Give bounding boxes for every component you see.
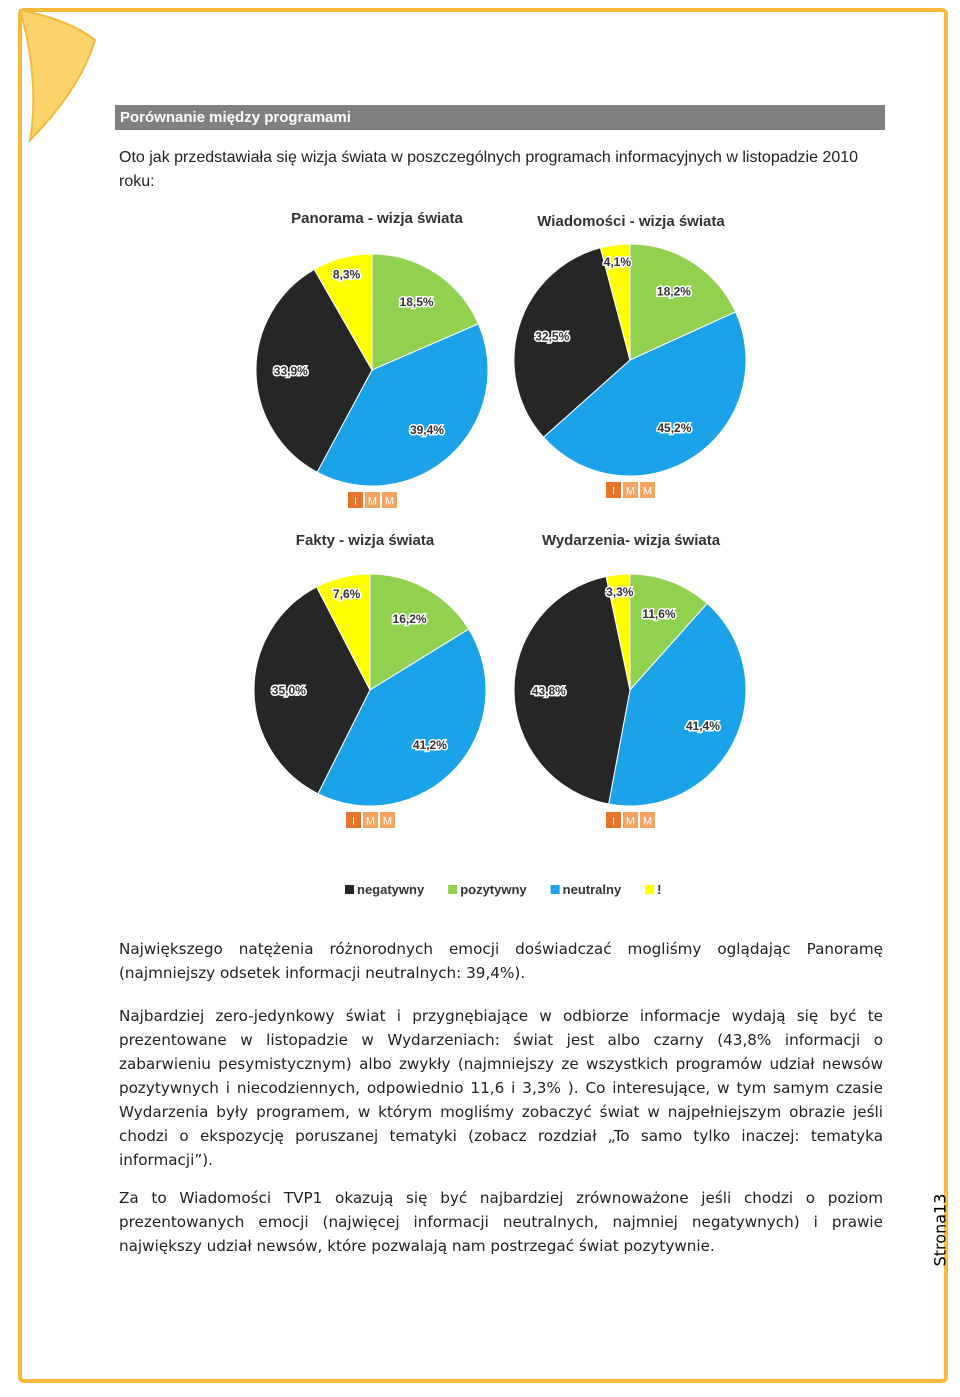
pie-slice	[599, 243, 631, 361]
legend-label: negatywny	[357, 882, 425, 897]
intro: Oto jak przedstawiała się wizja świata w…	[119, 149, 859, 190]
value-label: 8,3%	[333, 268, 361, 282]
value-label: 41,2%	[413, 738, 447, 752]
logo-box	[623, 812, 638, 828]
value-label: 3,3%	[606, 585, 634, 599]
pie-slice	[513, 247, 631, 438]
section-header: Porównanie między programami	[115, 105, 885, 130]
paragraph: Najbardziej zero-jedynkowy świat i przyg…	[119, 1007, 883, 1169]
legend-label: !	[657, 882, 661, 897]
pie-slice	[316, 323, 489, 487]
pie-slice	[629, 243, 737, 361]
value-label: 16,2%	[393, 612, 427, 626]
pie-slice	[608, 602, 747, 807]
value-label: 33,9%	[274, 364, 308, 378]
pie-slice	[371, 253, 480, 371]
value-label: 7,6%	[333, 587, 361, 601]
logo-letter: I	[352, 816, 355, 828]
page-curl	[18, 8, 97, 143]
logo-letter: M	[626, 486, 635, 498]
value-label: 4,1%	[604, 255, 632, 269]
logo-box	[640, 482, 655, 498]
pie-slice	[542, 311, 747, 477]
chart-title: Wiadomości - wizja świata	[537, 213, 725, 230]
legend-swatch	[345, 885, 354, 894]
paragraph: Największego natężenia różnorodnych emoc…	[119, 940, 883, 982]
value-label: 18,2%	[657, 285, 691, 299]
legend-swatch	[645, 885, 655, 894]
logo-box	[346, 812, 361, 828]
pie-slice	[369, 573, 470, 691]
logo-letter: I	[612, 816, 615, 828]
pie-slice	[605, 573, 631, 691]
logo-box	[363, 812, 378, 828]
logo-letter: M	[383, 816, 392, 828]
logo-letter: M	[368, 496, 377, 508]
logo-letter: M	[366, 816, 375, 828]
pie-slice	[313, 253, 373, 372]
logo-box	[365, 492, 380, 508]
value-label: 32,5%	[535, 330, 569, 344]
logo-letter: M	[643, 486, 652, 498]
logo-letter: I	[612, 486, 615, 498]
chart-title: Wydarzenia- wizja świata	[542, 532, 721, 549]
logo-box	[640, 812, 655, 828]
legend-label: neutralny	[563, 882, 622, 897]
chart-title: Fakty - wizja świata	[296, 532, 435, 549]
pie-slice	[513, 575, 631, 805]
logo-letter: M	[385, 496, 394, 508]
logo-box	[380, 812, 395, 828]
pie-slice	[316, 573, 371, 691]
legend-swatch	[550, 885, 560, 894]
logo-box	[348, 492, 363, 508]
pie-slice	[317, 628, 487, 807]
value-label: 18,5%	[400, 295, 434, 309]
value-label: 35,0%	[272, 684, 306, 698]
page-number: Strona13	[930, 1193, 950, 1267]
legend-label: pozytywny	[460, 882, 527, 897]
paragraph: Za to Wiadomości TVP1 okazują się być na…	[119, 1189, 883, 1255]
pie-slice	[253, 586, 371, 795]
pie-slice	[629, 573, 708, 692]
value-label: 43,8%	[532, 684, 566, 698]
value-label: 11,6%	[642, 607, 676, 621]
logo-box	[382, 492, 397, 508]
page-border	[18, 8, 948, 1383]
logo-box	[623, 482, 638, 498]
value-label: 39,4%	[410, 423, 444, 437]
chart-title: Panorama - wizja świata	[291, 210, 463, 227]
charts: Panorama - wizja świata 18,5% 39,4% 33,9% 8,…	[253, 210, 747, 897]
logo-box	[606, 812, 621, 828]
legend-swatch	[448, 885, 458, 894]
value-label: 45,2%	[657, 421, 691, 435]
logo-letter: I	[354, 496, 357, 508]
logo-letter: M	[626, 816, 635, 828]
logo-box	[606, 482, 621, 498]
logo-letter: M	[643, 816, 652, 828]
value-label: 41,4%	[686, 719, 720, 733]
